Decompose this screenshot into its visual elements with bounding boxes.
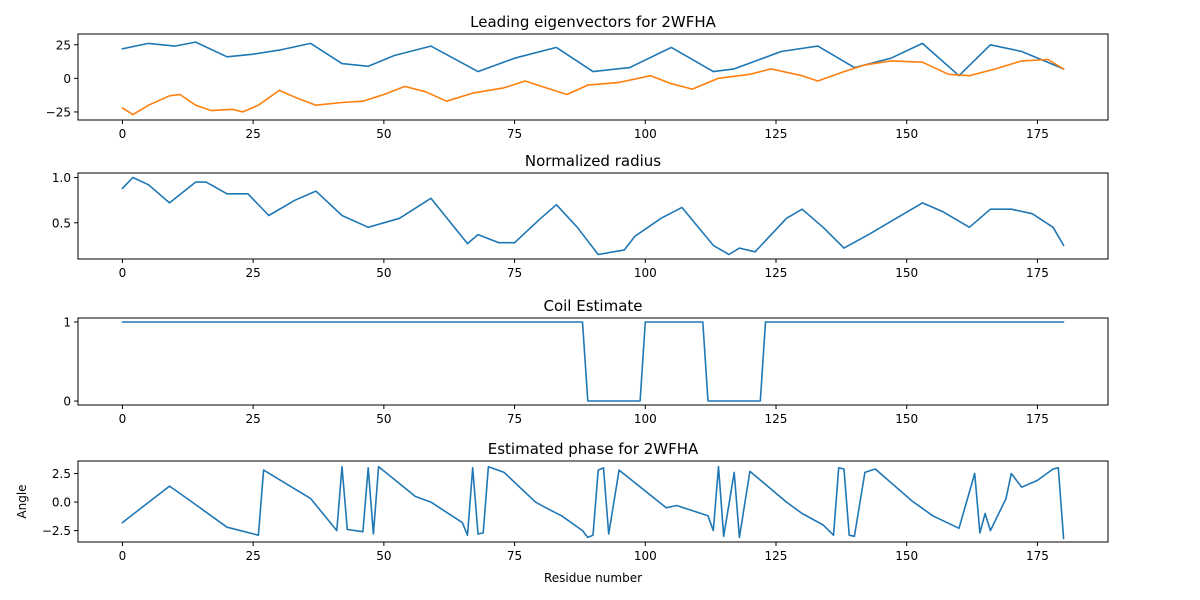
x-tick-label: 175 [1026,549,1049,563]
subplot-eigenvectors: 0 25 50 75 100 125 150 175 25 0 −25 Leading eigenve… [46,13,1109,141]
x-tick-label: 50 [376,549,391,563]
x-tick-label: 125 [765,549,788,563]
axes-frame [77,33,1109,121]
y-tick-label: 1 [63,315,71,329]
x-tick-label: 75 [507,266,522,280]
x-tick-label: 50 [376,412,391,426]
x-tick-label: 175 [1026,412,1049,426]
y-tick-label: 0.0 [52,496,71,510]
y-axis-label: Angle [15,484,29,518]
x-tick-label: 75 [507,127,522,141]
x-tick-label: 0 [119,549,127,563]
chart-title: Leading eigenvectors for 2WFHA [470,13,716,31]
x-tick-label: 25 [246,266,261,280]
chart-title: Estimated phase for 2WFHA [488,440,699,458]
axes-frame [77,172,1109,260]
series-line-1 [121,321,1065,402]
y-tick-label: 0.5 [52,216,71,230]
subplot-estimated-phase: 0 25 50 75 100 125 150 175 2.5 0.0 −2.5 Estimated p… [15,440,1109,585]
x-tick-label: 75 [507,549,522,563]
chart-title: Normalized radius [525,152,661,170]
x-tick-label: 0 [119,127,127,141]
x-tick-label: 150 [895,549,918,563]
series-line-1 [121,41,1065,77]
x-tick-label: 125 [765,127,788,141]
series-line-1 [121,465,1065,540]
y-tick-label: 0 [63,395,71,409]
chart-title: Coil Estimate [543,297,642,315]
series-line-1 [121,176,1065,256]
subplot-coil-estimate: 0 25 50 75 100 125 150 175 1 0 Coil Estimate [63,297,1109,426]
y-tick-label: 0 [63,72,71,86]
x-tick-label: 100 [634,549,657,563]
y-tick-label: −25 [46,105,71,119]
y-tick-label: −2.5 [42,524,71,538]
x-tick-label: 50 [376,266,391,280]
series-line-2 [121,58,1065,116]
x-tick-label: 150 [895,412,918,426]
x-tick-label: 150 [895,266,918,280]
x-tick-label: 100 [634,266,657,280]
x-tick-label: 125 [765,412,788,426]
subplot-normalized-radius: 0 25 50 75 100 125 150 175 1.0 0.5 Normalized radi… [52,152,1109,280]
axes-frame [77,317,1109,406]
x-tick-label: 175 [1026,127,1049,141]
y-tick-label: 2.5 [52,467,71,481]
y-tick-label: 1.0 [52,171,71,185]
axes-frame [77,460,1109,543]
x-tick-label: 0 [119,266,127,280]
x-tick-label: 150 [895,127,918,141]
x-tick-label: 75 [507,412,522,426]
x-tick-label: 25 [246,127,261,141]
x-tick-label: 100 [634,412,657,426]
x-tick-label: 25 [246,412,261,426]
x-tick-label: 175 [1026,266,1049,280]
x-tick-label: 25 [246,549,261,563]
y-tick-label: 25 [56,38,71,52]
x-tick-label: 50 [376,127,391,141]
x-tick-label: 0 [119,412,127,426]
x-tick-label: 100 [634,127,657,141]
x-axis-label: Residue number [544,571,642,585]
x-tick-label: 125 [765,266,788,280]
